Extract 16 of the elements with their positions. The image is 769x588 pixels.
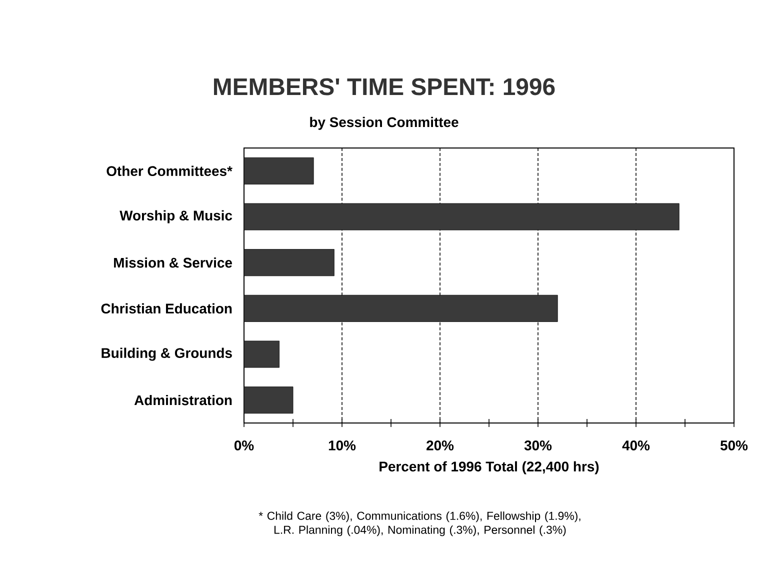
y-tick-label: Worship & Music: [120, 210, 232, 224]
y-tick-label: Christian Education: [101, 303, 232, 314]
y-tick-label: Administration: [134, 394, 232, 406]
y-tick-label: Building & Grounds: [102, 348, 232, 361]
x-tick-label: 10%: [328, 440, 356, 450]
x-tick-label: 50%: [720, 440, 748, 450]
chart-title: MEMBERS' TIME SPENT: 1996: [214, 78, 555, 96]
x-tick-label: 0%: [234, 440, 254, 450]
y-tick-label: Mission & Service: [114, 257, 232, 268]
text: * Child Care (3%), Communications (1.6%), Fellowship (1.9%), L.R. Planning (.04%), Nominating (.3%), Personnel (.3%): [258, 512, 580, 536]
x-tick-label: 20%: [426, 440, 454, 450]
chart-subtitle: by Session Committee: [310, 116, 458, 130]
x-tick-label: 40%: [622, 440, 650, 450]
x-axis-title: Percent of 1996 Total (22,400 hrs): [380, 461, 599, 474]
x-tick-label: 30%: [524, 440, 552, 450]
y-tick-label: Other Committees*: [106, 166, 232, 176]
